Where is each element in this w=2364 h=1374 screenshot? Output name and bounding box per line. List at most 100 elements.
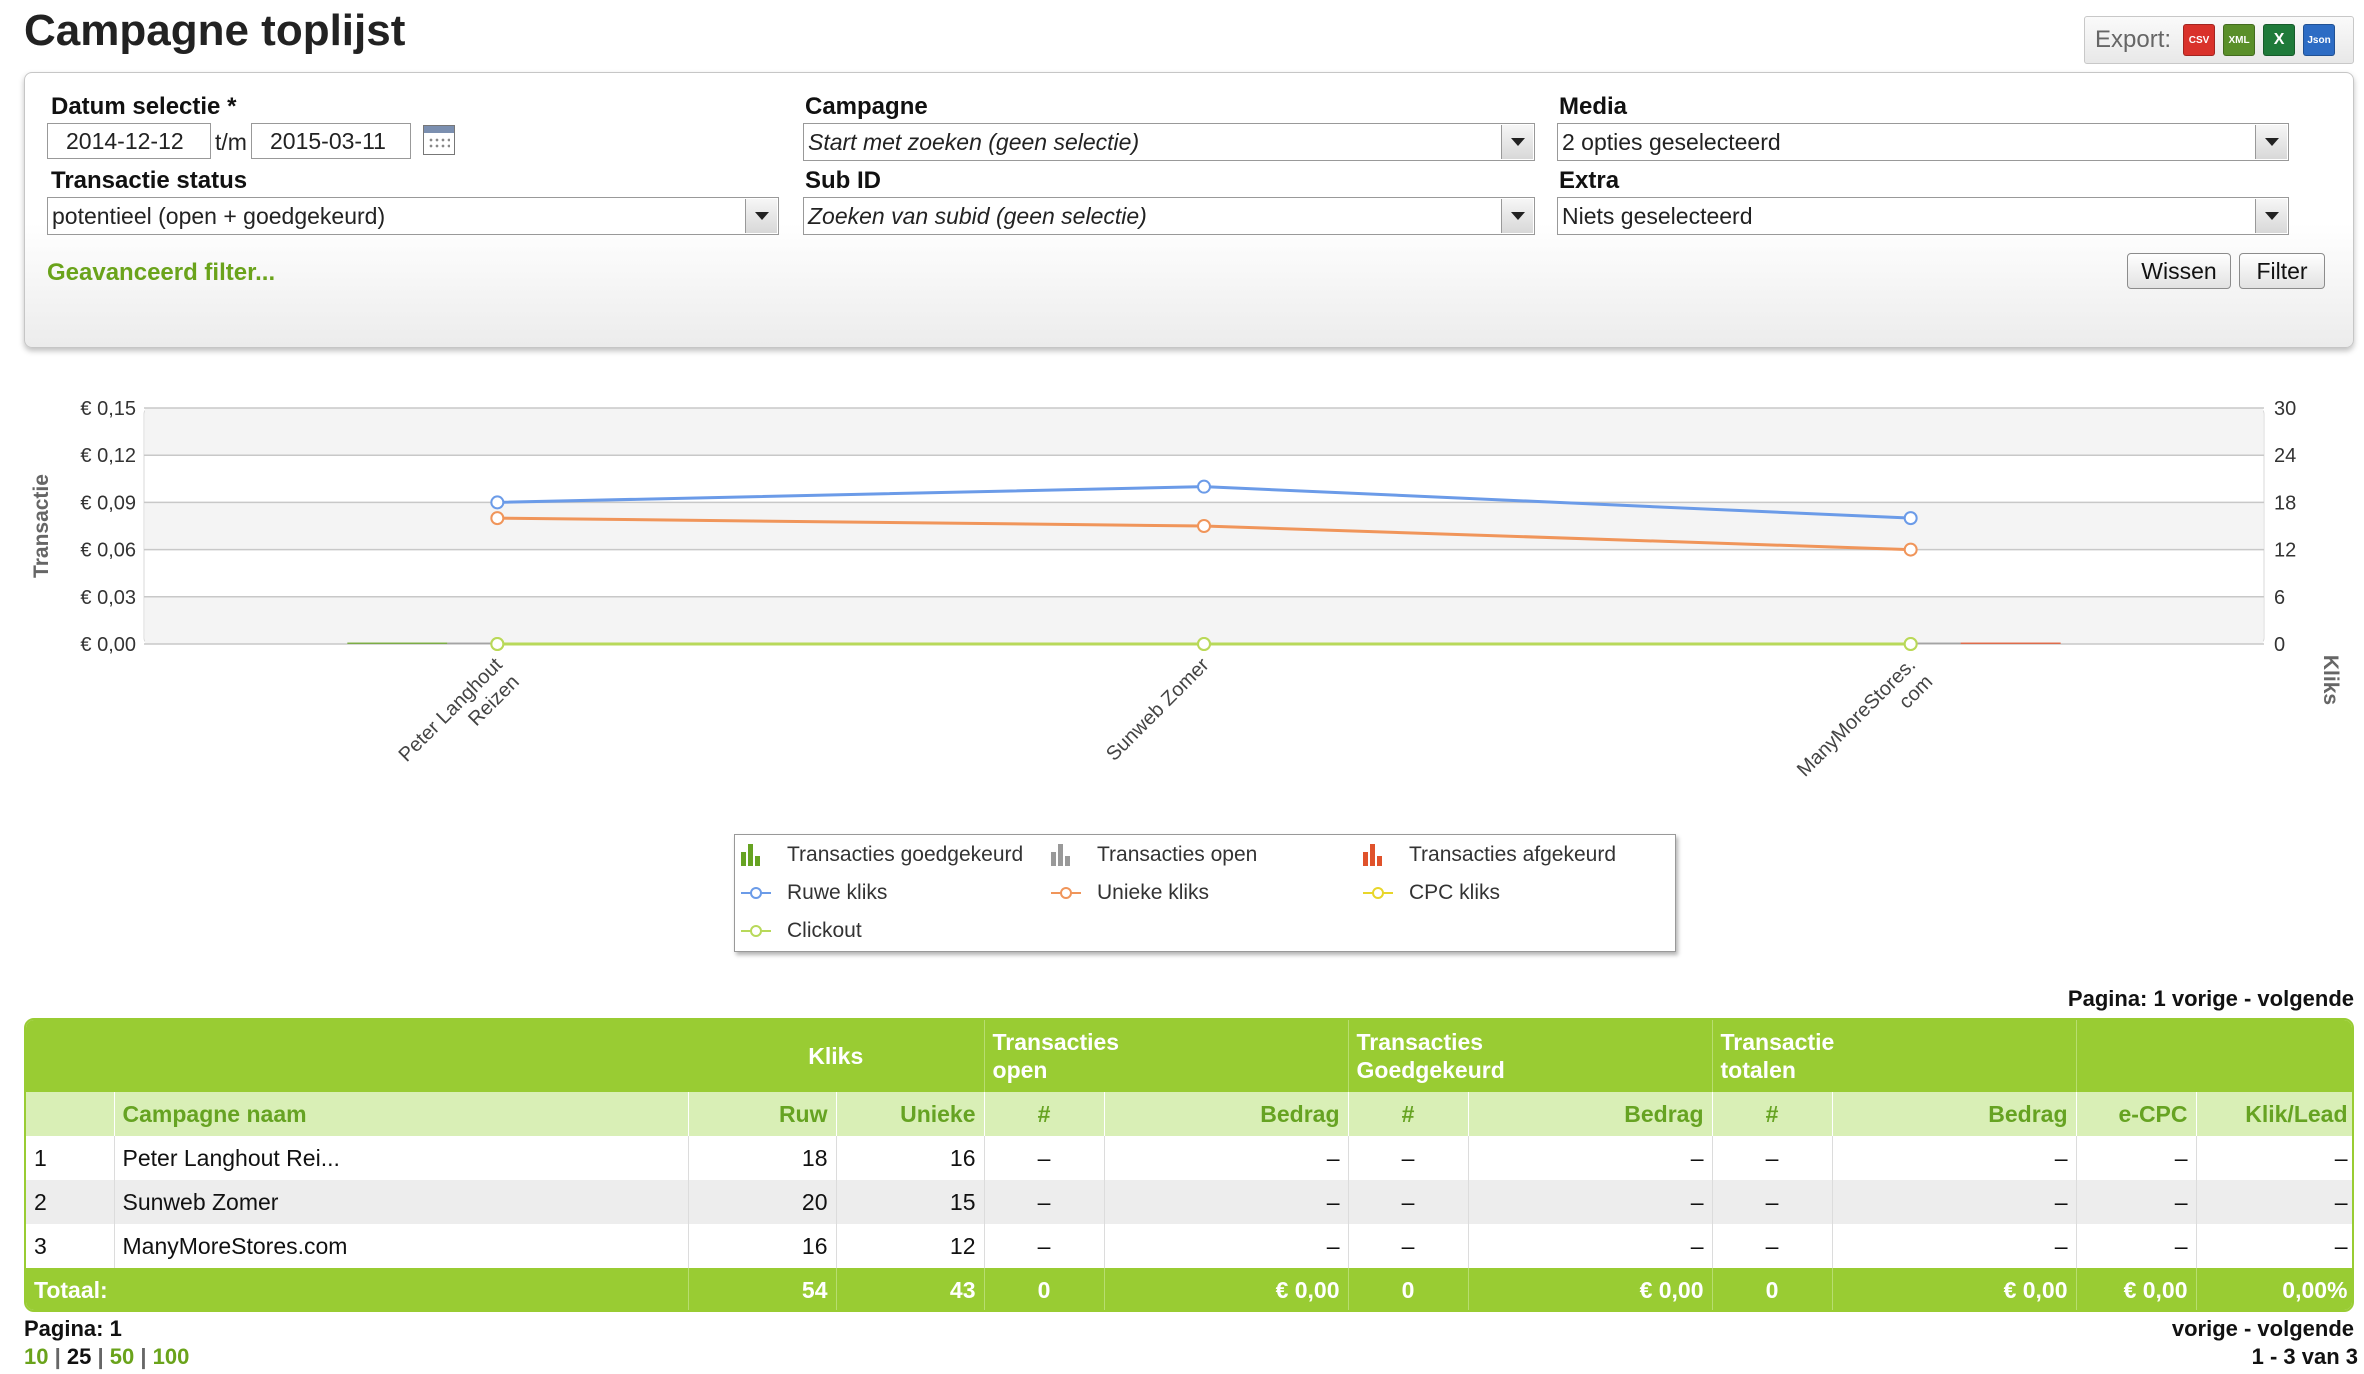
col-unieke[interactable]: Unieke	[836, 1092, 985, 1136]
data-point	[1197, 479, 1211, 494]
media-select[interactable]: 2 opties geselecteerd	[1557, 123, 2289, 161]
col-tot-amount[interactable]: Bedrag	[1832, 1092, 2077, 1136]
legend-item[interactable]: Transacties open	[1051, 843, 1257, 867]
chevron-down-icon[interactable]	[2255, 125, 2287, 159]
col-open-amount[interactable]: Bedrag	[1104, 1092, 1349, 1136]
page-size-100[interactable]: 100	[152, 1344, 190, 1369]
media-label: Media	[1559, 93, 1628, 120]
data-point	[1903, 637, 1918, 651]
total-ecpc: € 0,00	[2076, 1268, 2197, 1310]
extra-label: Extra	[1559, 167, 1620, 194]
clear-button[interactable]: Wissen	[2127, 253, 2231, 289]
page-size-50[interactable]: 50	[109, 1344, 135, 1369]
y-right-tick: 0	[2274, 634, 2285, 656]
row-ruw: 16	[688, 1224, 837, 1268]
col-campaign-name[interactable]: Campagne naam	[114, 1092, 689, 1136]
y-right-tick: 24	[2274, 445, 2296, 467]
total-goed-amount: € 0,00	[1468, 1268, 1713, 1310]
legend-item[interactable]: CPC kliks	[1363, 881, 1500, 905]
row-tot-count: –	[1712, 1136, 1833, 1180]
group-transactie-totalen: Transactie totalen	[1711, 1020, 2077, 1092]
chevron-down-icon[interactable]	[745, 199, 777, 233]
col-tot-count[interactable]: #	[1712, 1092, 1833, 1136]
advanced-filter-link[interactable]: Geavanceerd filter...	[47, 259, 276, 286]
campaign-select-value: Start met zoeken (geen selectie)	[808, 129, 1140, 155]
legend-item[interactable]: Ruwe kliks	[741, 881, 887, 905]
row-tot-amount: –	[1832, 1180, 2077, 1224]
transaction-status-label: Transactie status	[51, 167, 248, 194]
campaign-label: Campagne	[805, 93, 928, 120]
subid-label: Sub ID	[805, 167, 881, 194]
filter-button[interactable]: Filter	[2239, 253, 2325, 289]
data-point	[1903, 511, 1918, 526]
subid-select[interactable]: Zoeken van subid (geen selectie)	[803, 197, 1535, 235]
line-marker-icon	[741, 920, 771, 942]
table-row[interactable]: 3 ManyMoreStores.com 16 12 – – – – – – –…	[26, 1224, 2352, 1268]
row-tot-count: –	[1712, 1224, 1833, 1268]
legend-item[interactable]: Transacties afgekeurd	[1363, 843, 1616, 867]
row-kliklead: –	[2196, 1136, 2352, 1180]
y-left-tick: € 0,00	[80, 634, 136, 656]
extra-select[interactable]: Niets geselecteerd	[1557, 197, 2289, 235]
export-csv-icon[interactable]: CSV	[2183, 24, 2216, 56]
export-json-icon[interactable]: Json	[2303, 24, 2336, 56]
row-goed-amount: –	[1468, 1180, 1713, 1224]
calendar-icon[interactable]	[423, 125, 455, 155]
col-open-count[interactable]: #	[984, 1092, 1105, 1136]
date-to-input[interactable]: 2015-03-11	[251, 123, 411, 159]
legend-item[interactable]: Transacties goedgekeurd	[741, 843, 1023, 867]
page-size-10[interactable]: 10	[24, 1344, 49, 1369]
col-kliklead[interactable]: Klik/Lead	[2196, 1092, 2352, 1136]
chart-svg: € 0,00 0 € 0,03 6 € 0,06 12 € 0,09 18 € 0,12 24 € …	[30, 398, 2342, 781]
data-point	[1903, 542, 1918, 557]
line-marker-icon	[741, 882, 771, 904]
row-goed-amount: –	[1468, 1136, 1713, 1180]
campaign-select[interactable]: Start met zoeken (geen selectie)	[803, 123, 1535, 161]
bar-chart-icon	[1363, 844, 1393, 866]
chevron-down-icon[interactable]	[1501, 199, 1533, 233]
row-goed-count: –	[1348, 1136, 1469, 1180]
legend-label: Transacties goedgekeurd	[787, 843, 1024, 866]
y-right-axis-label: Kliks	[2319, 655, 2342, 705]
row-index: 2	[26, 1180, 115, 1224]
export-toolbar: Export: CSV XML X Json	[2084, 16, 2354, 64]
row-campaign-name[interactable]: Sunweb Zomer	[114, 1180, 689, 1224]
export-excel-icon[interactable]: X	[2263, 24, 2296, 56]
table-group-header: Kliks Transacties open Transacties Goedg…	[26, 1020, 2352, 1092]
y-right-tick: 18	[2274, 492, 2296, 514]
table-column-header: Campagne naam Ruw Unieke # Bedrag # Bedr…	[26, 1092, 2352, 1136]
legend-label: Transacties open	[1097, 843, 1258, 866]
table-row[interactable]: 2 Sunweb Zomer 20 15 – – – – – – – –	[26, 1180, 2352, 1224]
row-ruw: 20	[688, 1180, 837, 1224]
y-left-tick: € 0,09	[80, 492, 136, 514]
legend-label: CPC kliks	[1409, 881, 1501, 904]
legend-item[interactable]: Unieke kliks	[1051, 881, 1209, 905]
col-goed-amount[interactable]: Bedrag	[1468, 1092, 1713, 1136]
page-size-25[interactable]: 25	[66, 1344, 92, 1369]
data-point	[1197, 637, 1211, 651]
legend-item[interactable]: Clickout	[741, 919, 862, 943]
row-unieke: 15	[836, 1180, 985, 1224]
campaign-chart: € 0,00 0 € 0,03 6 € 0,06 12 € 0,09 18 € 0,12 24 € …	[0, 380, 2364, 980]
pagination-nav[interactable]: vorige - volgende	[2171, 1316, 2354, 1341]
col-ecpc[interactable]: e-CPC	[2076, 1092, 2197, 1136]
row-campaign-name[interactable]: ManyMoreStores.com	[114, 1224, 689, 1268]
subid-select-value: Zoeken van subid (geen selectie)	[808, 203, 1147, 229]
row-goed-amount: –	[1468, 1224, 1713, 1268]
table-row[interactable]: 1 Peter Langhout Rei... 18 16 – – – – – …	[26, 1136, 2352, 1180]
col-goed-count[interactable]: #	[1348, 1092, 1469, 1136]
row-unieke: 16	[836, 1136, 985, 1180]
total-label: Totaal:	[26, 1268, 689, 1310]
export-xml-icon[interactable]: XML	[2223, 24, 2256, 56]
chevron-down-icon[interactable]	[2255, 199, 2287, 233]
total-goed-count: 0	[1348, 1268, 1469, 1310]
date-from-input[interactable]: 2014-12-12	[47, 123, 211, 159]
col-ruw[interactable]: Ruw	[688, 1092, 837, 1136]
pagination-range: 1 - 3 van 3	[2251, 1344, 2358, 1369]
page-size-separator: |	[97, 1344, 104, 1369]
line-marker-icon	[1051, 882, 1081, 904]
row-ecpc: –	[2076, 1224, 2197, 1268]
chevron-down-icon[interactable]	[1501, 125, 1533, 159]
row-campaign-name[interactable]: Peter Langhout Rei...	[114, 1136, 689, 1180]
transaction-status-select[interactable]: potentieel (open + goedgekeurd)	[47, 197, 779, 235]
